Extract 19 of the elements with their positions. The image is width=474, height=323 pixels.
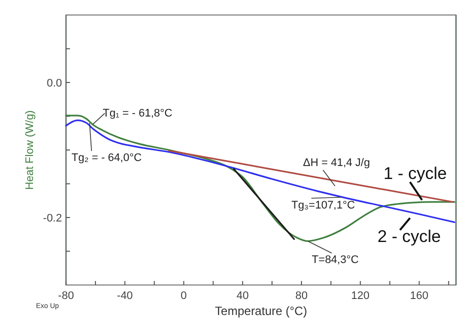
x-tick-label: -40 <box>116 290 133 302</box>
y-tick-label: -0.2 <box>43 212 62 224</box>
x-tick-label: 120 <box>351 290 370 302</box>
x-tick-label: -80 <box>58 290 74 302</box>
x-tick-label: 40 <box>236 290 249 302</box>
annotation: Tg₁ = - 61,8°C <box>102 107 172 120</box>
annotation: Tg₂ = - 64,0°C <box>72 152 142 164</box>
x-tick-label: 80 <box>295 290 308 302</box>
annotation: Tg₃=107,1°C <box>291 199 356 212</box>
series-label: 2 - cycle <box>378 227 441 246</box>
y-axis-title: Heat Flow (W/g) <box>24 110 36 190</box>
x-axis-title: Temperature (°C) <box>214 304 308 318</box>
annotation: ΔH = 41,4 J/g <box>303 157 370 169</box>
x-tick-label: 0 <box>180 290 187 302</box>
y-tick-label: 0.0 <box>46 78 62 90</box>
series-label: 1 - cycle <box>384 164 447 183</box>
x-tick-label: 160 <box>410 290 428 302</box>
line-series <box>65 120 456 224</box>
annotation: T=84,3°C <box>312 254 359 266</box>
